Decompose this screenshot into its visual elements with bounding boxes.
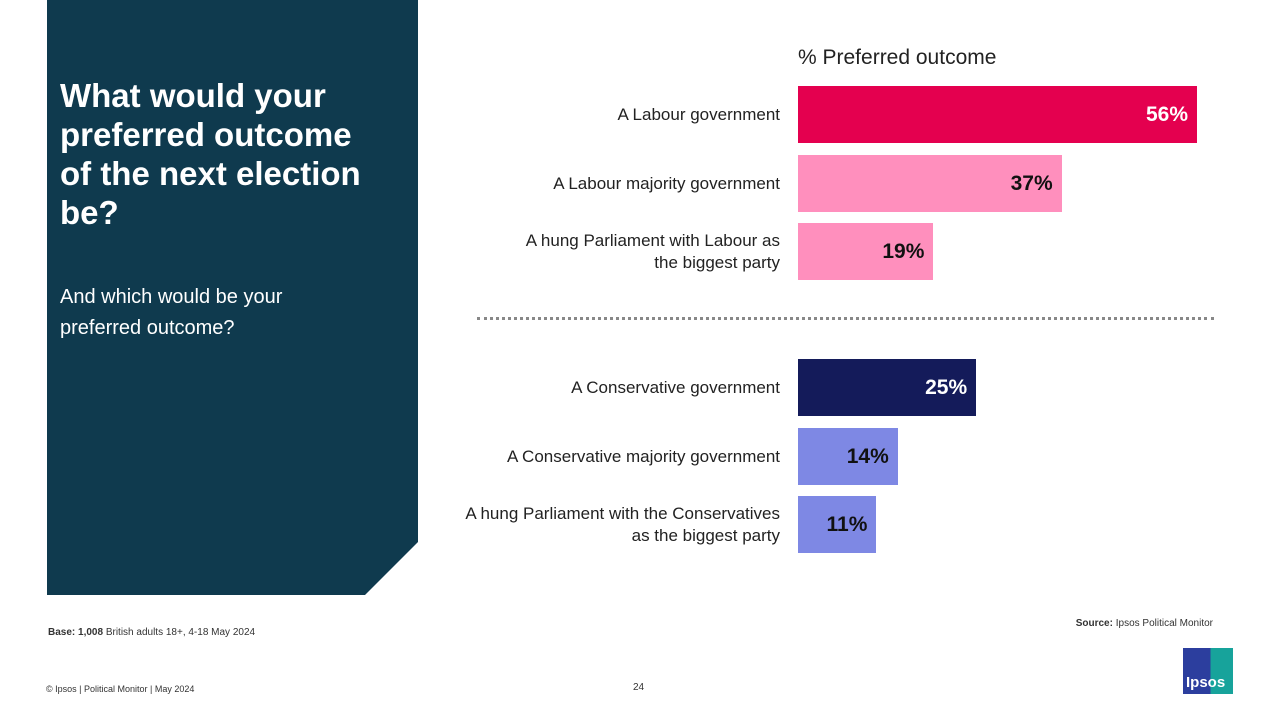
data-label: 25% [925,376,968,399]
page-title: What would your preferred outcome of the… [60,77,361,231]
data-label: 19% [882,240,925,263]
bar [798,496,877,553]
source-text: Ipsos Political Monitor [1112,618,1213,629]
logo-text: Ipsos [1186,674,1226,691]
source-note: Source: Ipsos Political Monitor [1076,618,1213,629]
divider [477,317,1214,320]
data-label: 11% [826,513,868,536]
base-text: British adults 18+, 4-18 May 2024 [103,627,256,638]
data-label: 56% [1145,103,1188,126]
page-number: 24 [633,682,645,693]
axis-title: % Preferred outcome [798,46,997,69]
copyright: © Ipsos | Political Monitor | May 2024 [46,684,195,694]
data-label: 37% [1010,172,1053,195]
title-panel [47,0,418,595]
category-label: A Conservative majority government [506,446,780,466]
bar [798,86,1197,143]
data-label: 14% [846,445,889,468]
category-label: A Labour government [617,104,780,124]
category-label: A Labour majority government [553,173,780,193]
base-label: Base: 1,008 [48,627,104,638]
page-subtitle: And which would be your preferred outcom… [60,286,283,339]
bar [798,359,977,416]
base-note: Base: 1,008 British adults 18+, 4-18 May… [48,627,255,638]
bar [798,428,898,485]
ipsos-logo: Ipsos [1183,648,1233,694]
source-label: Source: [1075,618,1113,629]
category-label: A hung Parliament with the Conservatives… [465,503,780,545]
category-label: A Conservative government [571,377,780,397]
bar [798,155,1062,212]
category-label: A hung Parliament with Labour as the big… [525,230,780,272]
bar [798,223,934,280]
